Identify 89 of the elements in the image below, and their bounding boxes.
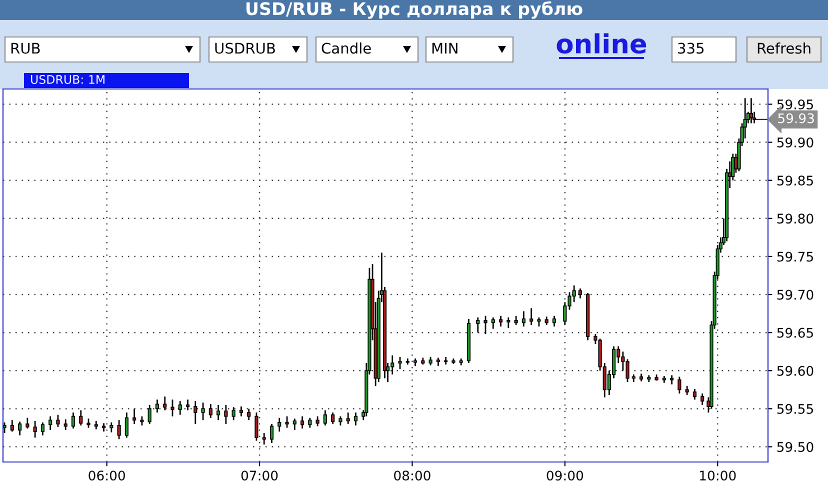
candlestick	[3, 422, 6, 434]
candlestick	[170, 398, 174, 418]
y-tick-label: 59.50	[777, 442, 814, 452]
text: online	[556, 33, 646, 54]
candlestick	[354, 412, 358, 426]
candlestick	[316, 416, 320, 427]
y-tick-label: 59.85	[777, 176, 813, 186]
candlestick	[110, 422, 114, 434]
y-tick-label: 59.75	[777, 252, 813, 262]
x-tick-label: 08:00	[394, 470, 430, 481]
candlestick	[64, 418, 68, 431]
candlestick	[186, 398, 190, 411]
candlestick	[498, 315, 503, 328]
candlestick	[239, 406, 243, 418]
candlestick	[26, 417, 30, 430]
candlestick	[390, 354, 394, 376]
annotation: 59.93	[778, 113, 814, 124]
x-tick-label: 10:00	[700, 470, 736, 481]
candlestick	[247, 408, 251, 421]
candlestick	[224, 404, 228, 425]
x-tick-label: 07:00	[241, 470, 278, 481]
text: MIN	[432, 42, 458, 54]
candlestick	[124, 412, 128, 438]
candlestick	[163, 396, 167, 411]
candlestick	[148, 404, 152, 425]
candlestick	[749, 97, 753, 124]
candlestick	[670, 374, 674, 386]
candlestick	[48, 416, 52, 431]
candlestick	[232, 406, 236, 421]
candlestick	[300, 416, 304, 430]
y-tick-label: 59.90	[777, 138, 814, 148]
y-tick-label: 59.60	[777, 366, 814, 376]
candlestick	[506, 316, 510, 329]
text: USDRUB	[215, 42, 275, 54]
candlestick	[254, 412, 258, 442]
candlestick	[578, 288, 582, 300]
candlestick	[491, 316, 495, 330]
candlestick	[262, 432, 266, 446]
y-tick-label: 59.65	[777, 328, 813, 338]
text: RUB	[11, 42, 40, 54]
candlestick	[678, 376, 682, 394]
candlestick	[140, 416, 144, 426]
candlestick	[178, 400, 182, 416]
candlestick	[117, 419, 121, 440]
candlestick	[132, 408, 136, 425]
candlestick	[537, 316, 541, 328]
candlestick	[10, 419, 14, 432]
text: USDRUB: 1M	[31, 74, 104, 84]
y-tick-label: 59.55	[777, 404, 813, 414]
candlestick	[346, 412, 350, 425]
candlestick	[278, 417, 282, 432]
candlestick	[33, 420, 37, 438]
candlestick	[338, 416, 342, 426]
candlestick	[270, 423, 274, 444]
candlestick	[86, 418, 90, 428]
candlestick	[522, 310, 526, 328]
candlestick	[323, 410, 327, 426]
candlestick	[194, 400, 198, 425]
y-tick-label: 59.70	[777, 290, 814, 300]
candlestick	[552, 315, 556, 328]
candlestick	[216, 404, 220, 421]
candlestick	[484, 315, 488, 335]
text: 335	[678, 42, 704, 54]
candlestick	[40, 422, 44, 436]
text: Candle	[322, 42, 371, 54]
candlestick	[201, 402, 205, 421]
candlestick	[398, 356, 402, 370]
x-tick-label: 09:00	[546, 470, 584, 481]
chart-title: USD/RUB - Курс доллара к рублю	[246, 1, 582, 19]
candlestick	[292, 418, 296, 431]
candlestick	[692, 388, 696, 400]
candlestick	[79, 410, 83, 426]
candlestick	[71, 412, 76, 430]
candlestick	[208, 403, 212, 419]
candlestick	[285, 416, 289, 428]
candlestick	[18, 420, 22, 436]
y-tick-label: 59.80	[777, 214, 814, 224]
candlestick	[700, 392, 704, 406]
text: Refresh	[758, 42, 810, 54]
candlestick	[685, 385, 689, 396]
candlestick	[308, 417, 312, 428]
candlestick	[56, 414, 60, 428]
x-tick-label: 06:00	[88, 470, 125, 481]
y-tick-label: 59.95	[777, 99, 813, 110]
candlestick	[155, 398, 160, 414]
candlestick	[514, 315, 518, 326]
candlestick	[476, 316, 480, 334]
candlestick	[331, 412, 335, 425]
candlestick	[530, 308, 534, 326]
